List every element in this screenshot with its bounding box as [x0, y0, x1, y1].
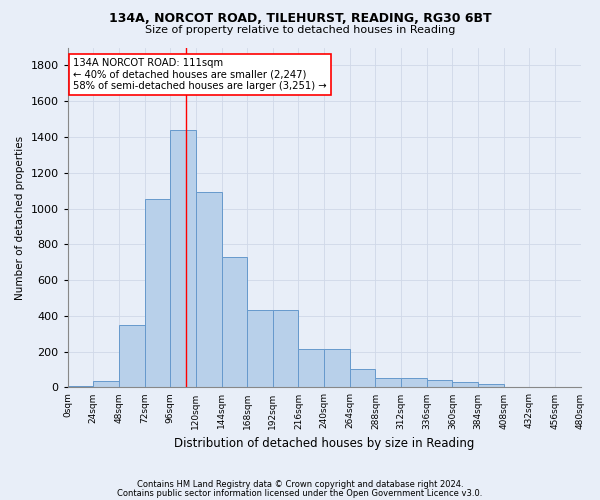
Text: Contains HM Land Registry data © Crown copyright and database right 2024.: Contains HM Land Registry data © Crown c…	[137, 480, 463, 489]
Bar	[452, 382, 478, 388]
Bar	[170, 130, 196, 388]
Bar	[376, 378, 401, 388]
Bar	[119, 325, 145, 388]
Text: Size of property relative to detached houses in Reading: Size of property relative to detached ho…	[145, 25, 455, 35]
Bar	[247, 310, 273, 388]
Bar	[478, 384, 503, 388]
Text: 134A NORCOT ROAD: 111sqm
← 40% of detached houses are smaller (2,247)
58% of sem: 134A NORCOT ROAD: 111sqm ← 40% of detach…	[73, 58, 326, 92]
Bar	[324, 349, 350, 388]
Bar	[94, 381, 119, 388]
Text: 134A, NORCOT ROAD, TILEHURST, READING, RG30 6BT: 134A, NORCOT ROAD, TILEHURST, READING, R…	[109, 12, 491, 26]
Bar	[298, 349, 324, 388]
Bar	[427, 380, 452, 388]
Bar	[221, 257, 247, 388]
Bar	[68, 386, 94, 388]
Bar	[273, 310, 298, 388]
Bar	[350, 368, 376, 388]
X-axis label: Distribution of detached houses by size in Reading: Distribution of detached houses by size …	[174, 437, 474, 450]
Bar	[145, 198, 170, 388]
Text: Contains public sector information licensed under the Open Government Licence v3: Contains public sector information licen…	[118, 488, 482, 498]
Y-axis label: Number of detached properties: Number of detached properties	[15, 136, 25, 300]
Bar	[401, 378, 427, 388]
Bar	[196, 192, 221, 388]
